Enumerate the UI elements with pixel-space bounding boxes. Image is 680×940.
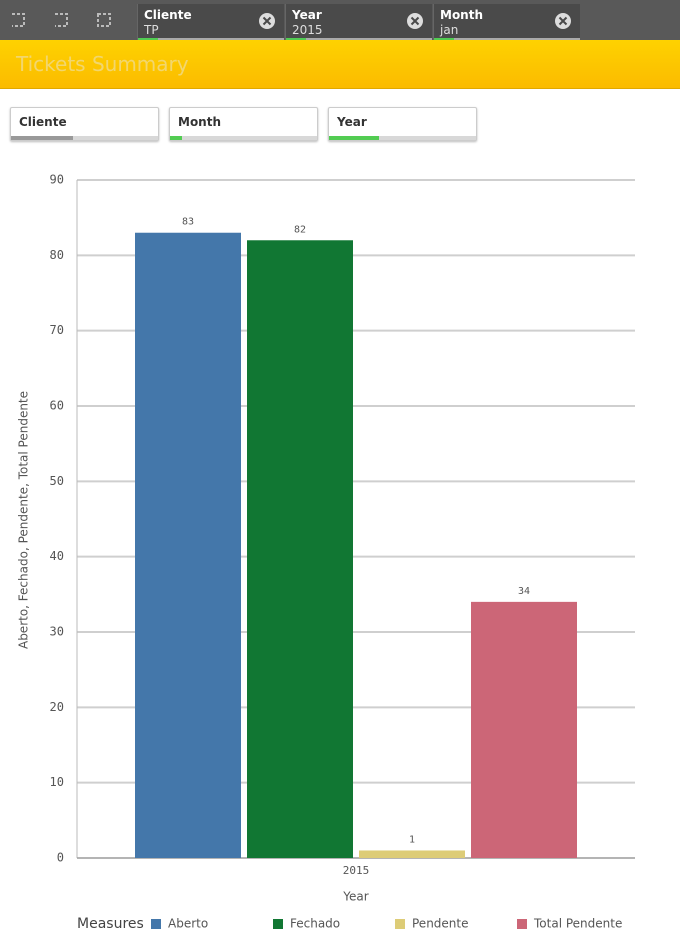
filter-pane[interactable]: Month [169, 107, 318, 141]
filter-bar [170, 136, 317, 140]
selection-tab[interactable]: Year 2015 [285, 4, 432, 40]
legend-label: Total Pendente [533, 917, 622, 931]
filter-pane[interactable]: Cliente [10, 107, 159, 141]
bar [135, 232, 241, 858]
value-label: 83 [182, 217, 194, 228]
y-tick-label: 80 [50, 248, 64, 262]
field: Cliente [144, 8, 192, 22]
legend-title: Measures [77, 916, 144, 932]
bar [247, 240, 353, 858]
toolbar-icons [12, 13, 111, 27]
bar [471, 601, 577, 858]
y-tick-label: 40 [50, 549, 64, 563]
underline-fill [286, 38, 306, 40]
field: Year [292, 8, 322, 22]
x-axis-label: Year [342, 890, 368, 904]
y-tick-label: 70 [50, 323, 64, 337]
y-tick-label: 90 [50, 173, 64, 187]
y-tick-label: 10 [50, 775, 64, 789]
legend-label: Pendente [412, 917, 469, 931]
filter-pane[interactable]: Year [328, 107, 477, 141]
selection-tab[interactable]: Month jan [433, 4, 580, 40]
legend-label: Fechado [290, 917, 340, 931]
filter-title: Year [337, 115, 367, 129]
legend-label: Aberto [168, 917, 208, 931]
y-tick-label: 0 [57, 851, 64, 865]
filter-bar-fill [11, 136, 73, 140]
y-tick-label: 50 [50, 474, 64, 488]
close-icon[interactable] [554, 12, 572, 30]
sheet-header: Tickets Summary [0, 40, 680, 89]
y-tick-label: 20 [50, 700, 64, 714]
value: TP [144, 23, 159, 37]
clear-icon[interactable] [97, 13, 111, 27]
close-icon[interactable] [258, 12, 276, 30]
selection-tab[interactable]: Cliente TP [137, 4, 284, 40]
value: 2015 [292, 23, 323, 37]
chart: 0 10 20 30 40 50 60 70 80 90 2015 83 82 1 34 Year Aberto… [17, 173, 635, 932]
x-tick-label: 2015 [343, 864, 370, 877]
filter-bar [329, 136, 476, 140]
bar [359, 850, 465, 858]
legend-swatch [151, 919, 161, 929]
legend-swatch [517, 919, 527, 929]
filter-title: Cliente [19, 115, 67, 129]
sheet-title: Tickets Summary [16, 52, 189, 76]
underline-fill [138, 38, 158, 40]
filter-bar-fill [329, 136, 379, 140]
underline-fill [434, 38, 454, 40]
close-icon[interactable] [406, 12, 424, 30]
legend-swatch [273, 919, 283, 929]
legend-swatch [395, 919, 405, 929]
back-icon[interactable] [12, 13, 25, 27]
y-tick-label: 30 [50, 625, 64, 639]
filter-title: Month [178, 115, 222, 129]
value-label: 34 [518, 586, 530, 597]
forward-icon[interactable] [55, 13, 68, 27]
value-label: 1 [409, 834, 415, 845]
value: jan [440, 23, 459, 37]
y-axis-label: Aberto, Fechado, Pendente, Total Pendent… [17, 391, 31, 649]
y-tick-label: 60 [50, 399, 64, 413]
filter-bar-fill [170, 136, 182, 140]
field: Month [440, 8, 484, 22]
underline [286, 38, 432, 40]
value-label: 82 [294, 224, 306, 235]
underline [138, 38, 284, 40]
underline [434, 38, 580, 40]
filter-bar [11, 136, 158, 140]
toolbar: Cliente TP Year 2015 Month jan [0, 0, 680, 40]
